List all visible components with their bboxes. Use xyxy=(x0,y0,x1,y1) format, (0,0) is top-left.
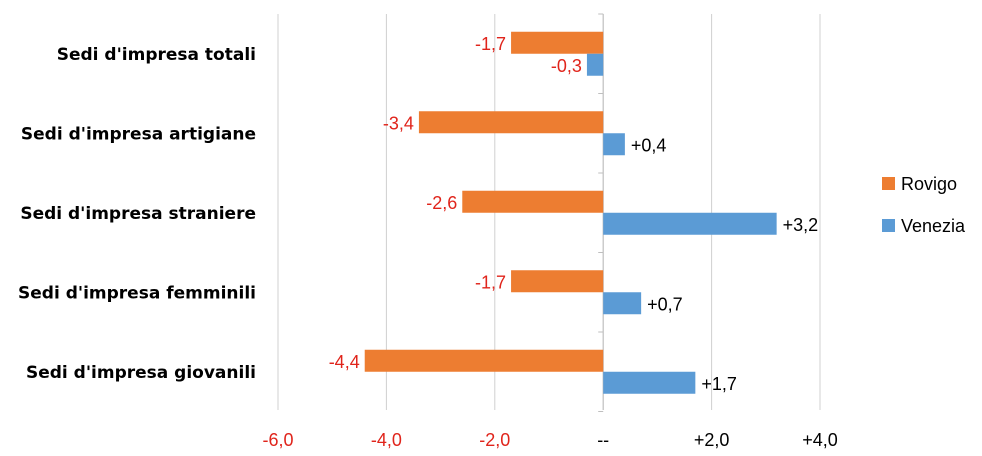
x-tick-label: +4,0 xyxy=(802,430,838,450)
category-label: Sedi d'impresa artigiane xyxy=(21,124,256,144)
bar-venezia xyxy=(603,212,777,235)
x-tick-label: -2,0 xyxy=(479,430,510,450)
data-label: +0,4 xyxy=(631,135,667,155)
legend-label-rovigo: Rovigo xyxy=(901,174,957,194)
bar-rovigo xyxy=(511,270,604,293)
category-label: Sedi d'impresa giovanili xyxy=(26,363,256,383)
x-tick-label: -6,0 xyxy=(262,430,293,450)
category-label: Sedi d'impresa femminili xyxy=(18,283,256,303)
data-label: -0,3 xyxy=(551,56,582,76)
bar-rovigo xyxy=(364,349,604,372)
x-tick-label: -4,0 xyxy=(371,430,402,450)
data-label: -4,4 xyxy=(329,352,360,372)
legend-label-venezia: Venezia xyxy=(901,216,966,236)
data-label: -2,6 xyxy=(426,193,457,213)
data-label: +1,7 xyxy=(701,374,737,394)
legend-swatch-venezia xyxy=(882,219,895,232)
bar-rovigo xyxy=(418,111,604,134)
x-tick-label: +2,0 xyxy=(694,430,730,450)
category-label: Sedi d'impresa totali xyxy=(57,45,256,65)
bar-venezia xyxy=(603,292,642,315)
data-label: +0,7 xyxy=(647,294,683,314)
data-label: +3,2 xyxy=(783,215,819,235)
data-label: -1,7 xyxy=(475,34,506,54)
data-label: -1,7 xyxy=(475,272,506,292)
bar-venezia xyxy=(586,53,604,76)
bar-venezia xyxy=(603,371,696,394)
category-label: Sedi d'impresa straniere xyxy=(20,204,256,224)
x-tick-label: -- xyxy=(597,430,609,450)
bar-rovigo xyxy=(462,190,604,213)
data-label: -3,4 xyxy=(383,113,414,133)
legend-swatch-rovigo xyxy=(882,177,895,190)
bar-venezia xyxy=(603,133,625,156)
bar-rovigo xyxy=(511,31,604,54)
